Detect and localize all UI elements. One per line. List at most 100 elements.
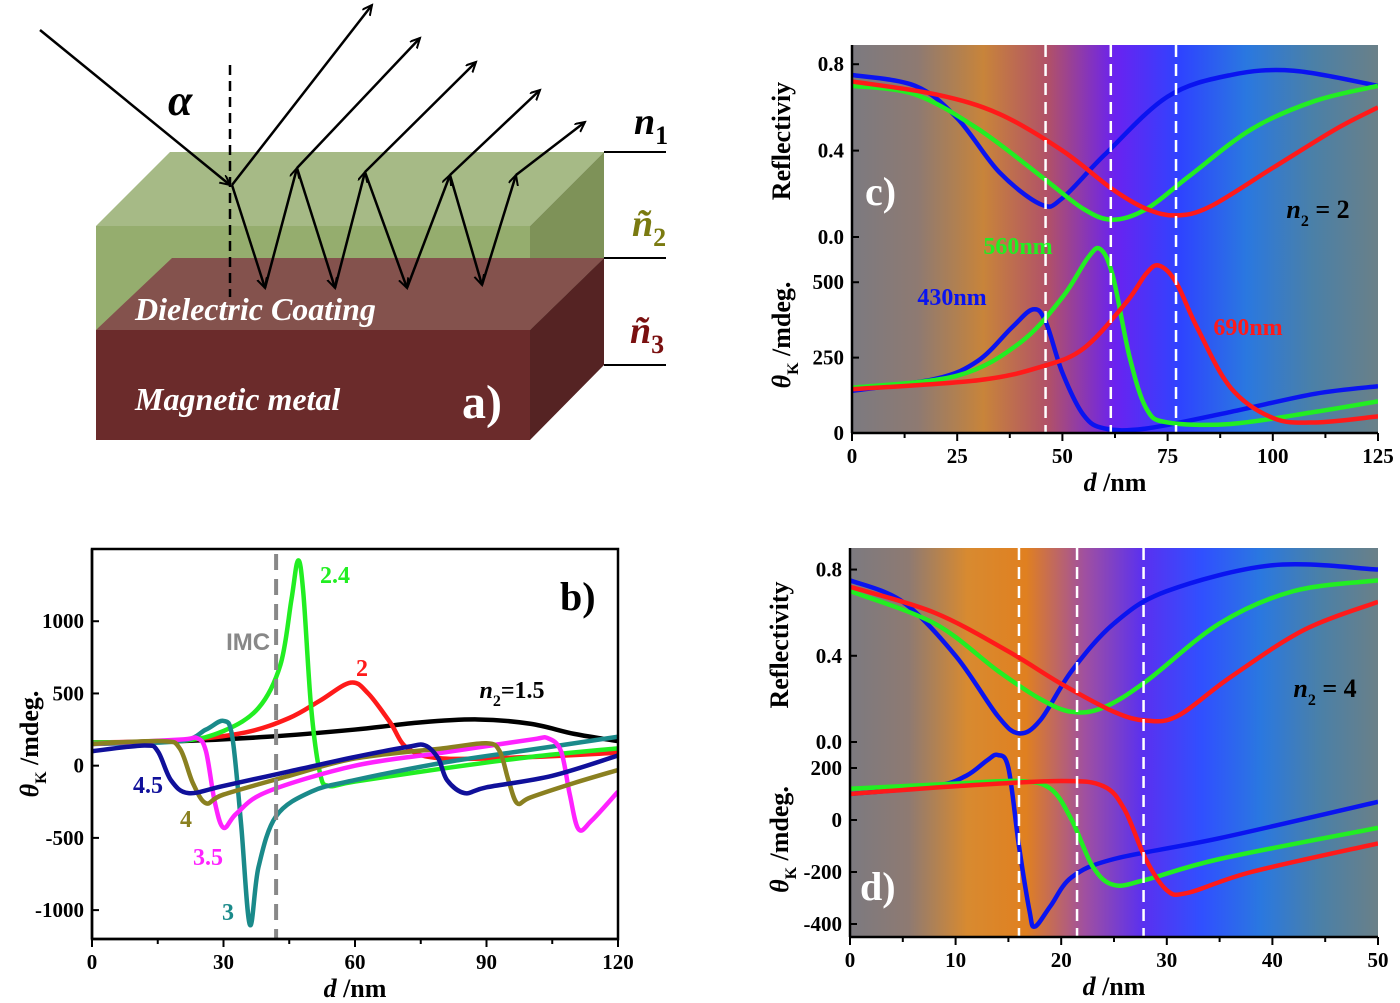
panel-a-label: a) — [462, 376, 502, 429]
y-axis-title: Reflectiviy — [767, 82, 796, 200]
series-line-d-1-2 — [850, 778, 1378, 898]
n2-annotation-part: n — [1286, 195, 1300, 224]
y-axis-title-part: θ — [15, 783, 44, 797]
series-label: 4.5 — [133, 773, 163, 799]
x-axis-title-part: /nm — [1096, 972, 1146, 1001]
n2-annotation: n2 = 2 — [1286, 195, 1349, 230]
y-tick-label: -1000 — [35, 898, 84, 922]
x-tick-label: 100 — [1257, 444, 1289, 468]
series-label: 3.5 — [193, 845, 223, 871]
x-axis-title: d /nm — [324, 974, 387, 1003]
x-tick-label: 20 — [1051, 948, 1072, 972]
series-line-430nm — [852, 306, 1378, 433]
metal-front-face — [96, 330, 530, 440]
series-label: 2.4 — [320, 563, 350, 589]
x-tick-label: 10 — [945, 948, 966, 972]
series-label-690nm: 690nm — [1213, 315, 1282, 341]
panel-label: d) — [860, 864, 896, 909]
y-axis-title-part: /mdeg. — [15, 691, 44, 772]
y-tick-label: 0 — [834, 421, 845, 445]
y-tick-label: 0.0 — [818, 225, 844, 249]
x-tick-label: 125 — [1362, 444, 1394, 468]
n2-annotation-part: = 2 — [1309, 195, 1350, 224]
series-label: n2=1.5 — [479, 678, 544, 710]
series-label-430nm: 430nm — [917, 285, 986, 311]
metal-side-face — [530, 258, 604, 440]
x-tick-label: 75 — [1157, 444, 1178, 468]
x-axis-title-part: /nm — [1097, 468, 1147, 497]
alpha-label: α — [168, 76, 193, 125]
series-label: 4 — [180, 807, 192, 833]
series-label-part: 3 — [222, 900, 234, 926]
series-label-part: 3.5 — [193, 845, 223, 871]
panel-a-schematic: α n1 ñ2 ñ3 Dielectric Coating Magnetic m… — [39, 5, 668, 440]
series-label-part: n — [479, 678, 492, 704]
panel-label: b) — [560, 574, 596, 619]
y-axis-title: Reflectivity — [765, 581, 794, 708]
n2-annotation-part: n — [1293, 674, 1307, 703]
y-tick-label: 0.4 — [818, 139, 845, 163]
n2-annotation-part: = 4 — [1316, 674, 1357, 703]
x-axis-title-part: d — [1084, 468, 1098, 497]
series-line-2.4 — [92, 558, 618, 789]
series-label-part: 4.5 — [133, 773, 163, 799]
series-label-part: 2 — [493, 693, 501, 710]
reflected-rays — [230, 5, 585, 288]
chart-panel-b: 1000 500 0 -500 -1000 θK /mdeg. IMC 0 30 60 90 120 d… — [15, 547, 634, 1003]
y-tick-label: 200 — [811, 756, 843, 780]
y-tick-label: 0 — [74, 754, 85, 778]
incident-ray — [39, 29, 230, 185]
series-label-part: =1.5 — [501, 678, 545, 704]
y-tick-label: 0 — [832, 808, 843, 832]
x-tick-label: 90 — [476, 950, 497, 974]
series-line-c-0-1 — [852, 83, 1378, 222]
n2-annotation: n2 = 4 — [1293, 674, 1356, 709]
series-line-d-0-2 — [850, 584, 1378, 724]
n1-label: n1 — [634, 101, 668, 150]
interface-lines — [604, 151, 666, 366]
y-tick-label: 1000 — [42, 609, 84, 633]
n2-annotation-part: 2 — [1308, 692, 1316, 709]
x-tick-label: 0 — [847, 444, 858, 468]
y-axis-title-part: K — [785, 362, 802, 375]
n2-label: ñ2 — [632, 203, 666, 252]
series-line-4 — [92, 738, 618, 807]
metal-label: Magnetic metal — [134, 381, 340, 417]
x-axis-title-part: /nm — [337, 974, 387, 1003]
y-tick-label: 0.0 — [816, 730, 842, 754]
x-tick-label: 30 — [213, 950, 234, 974]
x-tick-label: 50 — [1368, 948, 1389, 972]
coating-label: Dielectric Coating — [134, 291, 376, 327]
series-line-d-0-1 — [850, 578, 1378, 715]
y-tick-label: 500 — [813, 270, 845, 294]
y-tick-label: 0.4 — [816, 644, 843, 668]
spectrum-background — [850, 548, 1378, 937]
x-tick-label: 30 — [1156, 948, 1177, 972]
x-axis-title-part: d — [324, 974, 338, 1003]
y-axis-title-part: /mdeg. — [765, 786, 794, 867]
x-tick-label: 40 — [1262, 948, 1283, 972]
y-tick-label: 500 — [53, 681, 85, 705]
y-axis-title-part: /mdeg. — [767, 282, 796, 363]
series-label-part: 4 — [180, 807, 192, 833]
series-line-3 — [92, 718, 618, 928]
series-line-4.5 — [92, 742, 618, 796]
series-label-part: 2 — [356, 656, 368, 682]
series-label: 2 — [356, 656, 368, 682]
y-tick-label: -200 — [804, 860, 843, 884]
series-label-560nm: 560nm — [983, 234, 1052, 260]
series-line-d-0-0 — [850, 561, 1378, 736]
series-line-c-0-2 — [852, 79, 1378, 218]
x-tick-label: 25 — [947, 444, 968, 468]
series-line-560nm — [852, 245, 1378, 428]
y-tick-label: 0.8 — [816, 558, 842, 582]
n2-annotation-part: 2 — [1301, 213, 1309, 230]
x-axis-title: d /nm — [1083, 972, 1146, 1001]
y-axis-title: θK /mdeg. — [767, 282, 802, 389]
x-tick-label: 0 — [845, 948, 856, 972]
y-tick-label: -400 — [804, 912, 843, 936]
x-tick-label: 0 — [87, 950, 98, 974]
imc-label: IMC — [226, 629, 270, 656]
